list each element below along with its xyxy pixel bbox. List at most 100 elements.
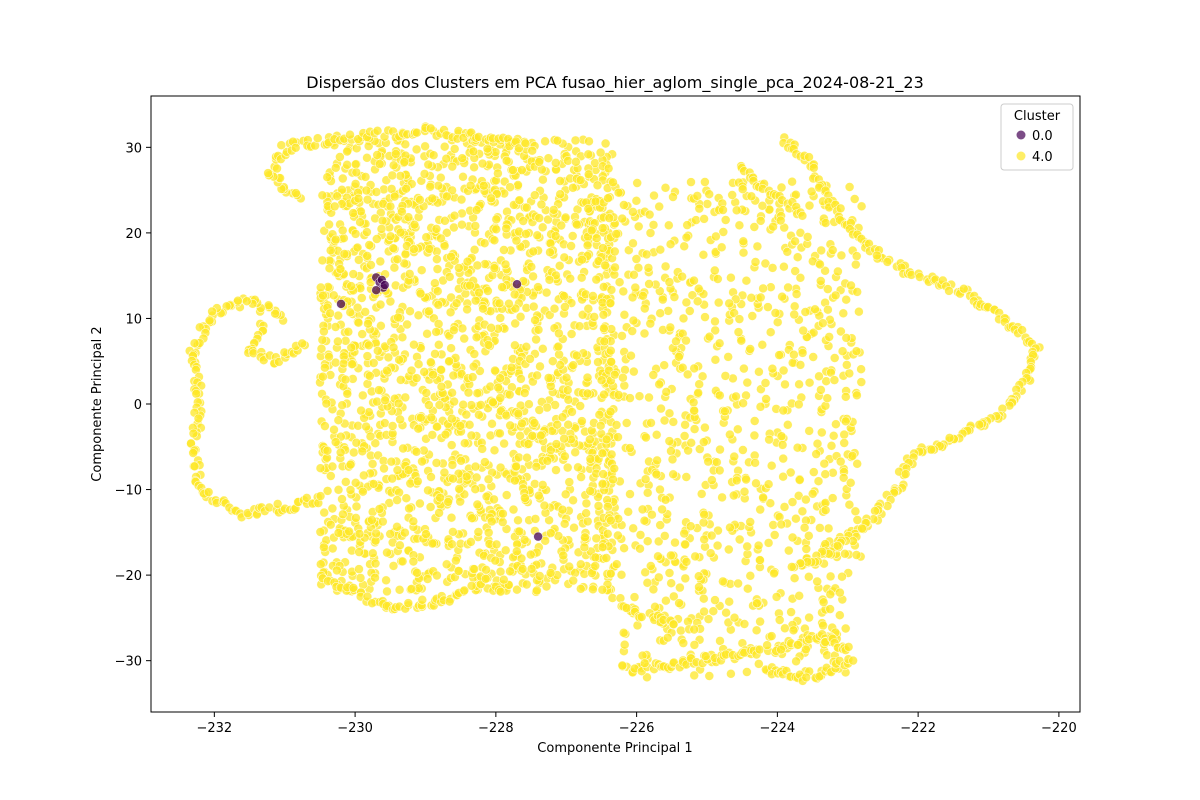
data-point <box>944 286 954 296</box>
data-point <box>777 291 787 302</box>
data-point <box>571 350 582 361</box>
data-point <box>400 527 410 538</box>
data-point <box>411 373 422 383</box>
data-point <box>499 245 509 255</box>
data-point <box>568 495 578 506</box>
data-point <box>559 433 569 444</box>
data-point <box>833 266 843 277</box>
data-point <box>745 517 756 527</box>
data-point <box>435 492 445 503</box>
data-point <box>815 259 825 270</box>
data-point <box>666 446 676 456</box>
data-point <box>738 247 749 258</box>
data-point <box>751 625 762 636</box>
data-point <box>340 477 351 487</box>
data-point <box>739 486 750 497</box>
data-point <box>660 494 671 505</box>
data-point <box>524 399 534 410</box>
data-point <box>447 460 458 470</box>
data-point <box>355 573 366 583</box>
data-point <box>509 289 520 300</box>
data-point <box>488 397 498 408</box>
data-point <box>779 502 790 512</box>
data-point <box>609 246 620 257</box>
data-point <box>618 286 629 297</box>
data-point <box>705 548 716 559</box>
data-point <box>387 473 398 484</box>
data-point <box>472 499 483 510</box>
data-point <box>774 615 785 625</box>
data-point <box>562 385 573 396</box>
data-point <box>499 438 509 449</box>
data-point <box>457 219 467 230</box>
data-point <box>725 522 735 533</box>
data-point <box>811 449 822 459</box>
data-point <box>557 412 568 423</box>
data-point <box>629 592 640 602</box>
data-point <box>818 597 829 608</box>
data-point <box>677 271 687 282</box>
data-point <box>364 240 375 250</box>
data-point <box>790 266 801 276</box>
data-point <box>504 389 515 400</box>
data-point <box>545 528 556 538</box>
data-point <box>441 559 452 570</box>
data-point <box>630 282 641 293</box>
data-point <box>791 513 801 524</box>
data-point <box>856 364 866 375</box>
data-point <box>381 575 391 586</box>
data-point <box>635 530 646 540</box>
x-tick-label: −222 <box>900 721 936 736</box>
data-point <box>649 190 659 201</box>
data-point <box>432 264 443 274</box>
data-point <box>325 471 336 481</box>
data-point <box>745 344 756 354</box>
data-point <box>651 429 662 440</box>
data-point <box>540 535 551 546</box>
data-point <box>638 290 648 301</box>
data-point <box>586 225 597 236</box>
data-point <box>700 177 710 187</box>
data-point <box>430 278 440 289</box>
data-point <box>628 315 639 326</box>
data-point <box>693 387 704 398</box>
data-point <box>335 152 345 162</box>
data-point <box>778 405 789 416</box>
data-point <box>387 421 398 431</box>
data-point <box>591 233 602 243</box>
data-point <box>574 321 585 332</box>
data-point <box>514 526 525 537</box>
data-point <box>399 157 410 167</box>
data-point <box>714 465 725 476</box>
data-point <box>738 445 748 455</box>
data-point <box>679 431 690 441</box>
x-tick-label: −232 <box>196 721 232 736</box>
data-point <box>593 501 604 511</box>
data-point <box>362 194 373 205</box>
data-point <box>395 171 406 181</box>
data-point <box>417 594 428 605</box>
data-point <box>818 620 828 631</box>
data-point <box>771 592 782 602</box>
data-point <box>464 419 475 430</box>
data-point <box>433 180 444 191</box>
data-point <box>477 158 488 169</box>
data-point <box>664 408 675 419</box>
data-point <box>386 456 397 467</box>
data-point <box>680 573 691 584</box>
data-point <box>513 452 524 463</box>
data-point <box>315 463 326 474</box>
data-point <box>782 247 793 257</box>
data-point <box>718 576 728 587</box>
data-point <box>461 471 472 482</box>
data-point <box>508 165 518 175</box>
data-point <box>447 161 458 172</box>
data-point <box>575 401 586 411</box>
data-point <box>329 424 339 435</box>
data-point <box>568 575 579 586</box>
data-point <box>552 135 563 146</box>
x-axis: −232 −230 −228 −226 −224 −222 −220 <box>196 712 1077 736</box>
data-point <box>563 156 573 166</box>
data-point <box>559 518 570 529</box>
